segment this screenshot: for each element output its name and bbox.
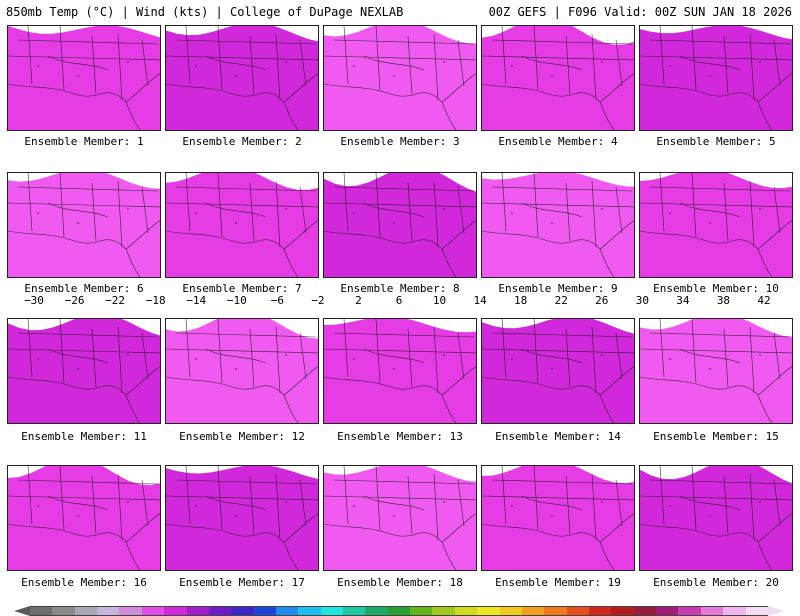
colorbar-cell [611,607,634,615]
colorbar-cell [186,607,209,615]
ensemble-member-label: Ensemble Member: 9 [498,282,618,295]
colorbar-cell [365,607,388,615]
colorbar-cell [298,607,321,615]
colorbar-left-arrow [14,606,30,616]
colorbar-cell [544,607,567,615]
colorbar-tick-label: −2 [311,294,325,307]
colorbar-right-arrow [768,606,784,616]
colorbar-tick-label: 10 [432,294,447,307]
colorbar-tick-label: 34 [676,294,690,307]
colorbar-tick-label: 22 [554,294,568,307]
colorbar-cell [52,607,75,615]
ensemble-member-map [481,318,635,424]
colorbar-cell [275,607,299,615]
colorbar-tick-label: 14 [473,294,487,307]
ensemble-member-label: Ensemble Member: 10 [653,282,779,295]
ensemble-member-map [165,465,319,571]
ensemble-member-label: Ensemble Member: 13 [337,430,463,443]
colorbar-cell [320,607,344,615]
colorbar-cell [521,607,545,615]
ensemble-member-label: Ensemble Member: 14 [495,430,621,443]
ensemble-member-map [7,465,161,571]
ensemble-member-map [7,318,161,424]
colorbar-cell [432,607,455,615]
colorbar-cell [208,607,232,615]
ensemble-member-map [639,172,793,278]
ensemble-member-map [323,25,477,131]
colorbar-cell [410,607,433,615]
colorbar-tick-label: −18 [145,294,166,307]
colorbar-tick-label: −6 [270,294,284,307]
ensemble-member-label: Ensemble Member: 20 [653,576,779,589]
colorbar-cell [74,607,98,615]
ensemble-member-label: Ensemble Member: 8 [340,282,460,295]
colorbar-tick-label: 26 [595,294,609,307]
ensemble-member-label: Ensemble Member: 19 [495,576,621,589]
colorbar-cell [119,607,142,615]
colorbar-cell [454,607,478,615]
colorbar-tick-label: −26 [64,294,85,307]
colorbar-cell [678,607,701,615]
colorbar-tick-label: −22 [105,294,126,307]
ensemble-member-label: Ensemble Member: 16 [21,576,147,589]
ensemble-member-map [639,25,793,131]
colorbar-cell [30,607,53,615]
product-title: 850mb Temp (°C) | Wind (kts) | College o… [6,5,404,19]
ensemble-member-label: Ensemble Member: 7 [182,282,302,295]
header: 850mb Temp (°C) | Wind (kts) | College o… [0,0,800,22]
colorbar-cell [656,607,679,615]
ensemble-member-label: Ensemble Member: 6 [24,282,144,295]
ensemble-member-map [639,318,793,424]
ensemble-member-label: Ensemble Member: 4 [498,135,618,148]
ensemble-member-label: Ensemble Member: 3 [340,135,460,148]
colorbar-cell [477,607,500,615]
colorbar-cell [253,607,276,615]
ensemble-member-label: Ensemble Member: 2 [182,135,302,148]
colorbar-tick-label: 30 [635,294,649,307]
colorbar-cell [343,607,366,615]
colorbar-strip [30,606,768,616]
ensemble-member-label: Ensemble Member: 11 [21,430,147,443]
colorbar-cell [141,607,165,615]
run-valid-time: 00Z GEFS | F096 Valid: 00Z SUN JAN 18 20… [488,5,792,19]
colorbar-cell [97,607,120,615]
colorbar-cell [745,607,768,615]
ensemble-member-map [7,172,161,278]
colorbar-tick-label: 18 [514,294,528,307]
colorbar-tick-label: −30 [24,294,44,307]
colorbar-cell [700,607,724,615]
ensemble-member-map [323,465,477,571]
ensemble-member-map [165,172,319,278]
colorbar-cell [499,607,522,615]
ensemble-member-label: Ensemble Member: 15 [653,430,779,443]
ensemble-member-label: Ensemble Member: 12 [179,430,305,443]
ensemble-member-map [481,25,635,131]
ensemble-member-map [323,172,477,278]
ensemble-member-map [639,465,793,571]
colorbar-tick-label: 2 [355,294,362,307]
ensemble-member-label: Ensemble Member: 17 [179,576,305,589]
colorbar-cell [588,607,612,615]
colorbar-cell [723,607,746,615]
colorbar-tick-label: 42 [757,294,771,307]
ensemble-member-map [323,318,477,424]
colorbar-cell [633,607,657,615]
ensemble-member-label: Ensemble Member: 5 [656,135,776,148]
colorbar-tick-label: −14 [186,294,207,307]
ensemble-member-label: Ensemble Member: 18 [337,576,463,589]
ensemble-member-map [7,25,161,131]
colorbar-cell [387,607,411,615]
colorbar-cell [231,607,254,615]
temperature-colorbar: −30 −26 −22 −18 −14 −10 −6 −2 2 6 10 14 18 22 26 30 34 38… [0,294,800,616]
colorbar-tick-label: 6 [395,294,403,307]
colorbar-tick-label: −10 [226,294,247,307]
colorbar-tick-label: 38 [716,294,731,307]
colorbar-cell [566,607,589,615]
ensemble-member-label: Ensemble Member: 1 [24,135,144,148]
ensemble-member-map [481,172,635,278]
ensemble-member-map [481,465,635,571]
colorbar-cell [164,607,187,615]
ensemble-member-map [165,25,319,131]
ensemble-member-map [165,318,319,424]
